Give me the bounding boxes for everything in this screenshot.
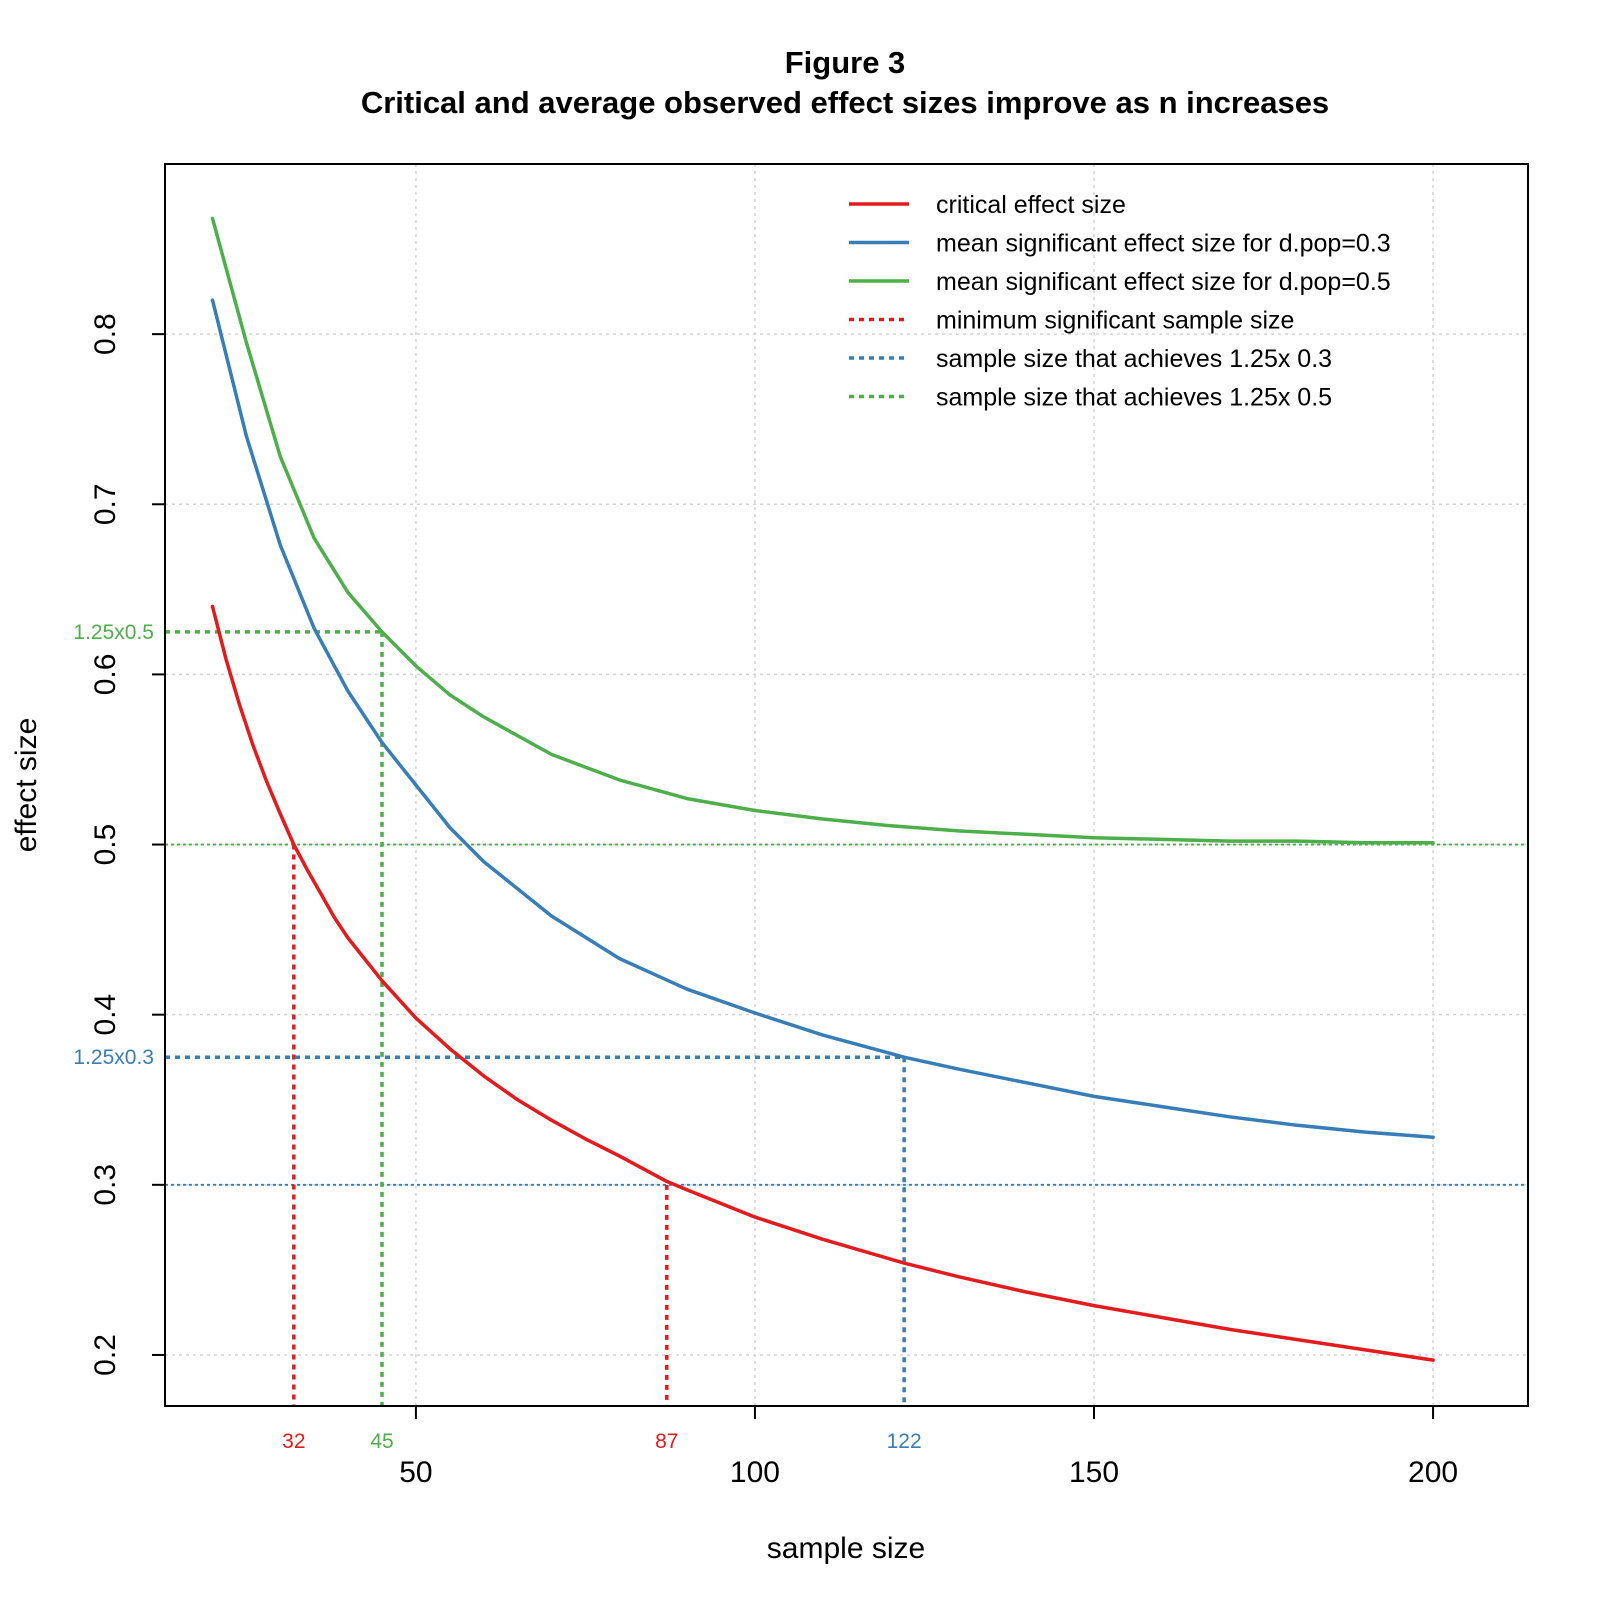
x-marker-label-122: 122 bbox=[887, 1430, 922, 1453]
chart-subtitle: Critical and average observed effect siz… bbox=[361, 85, 1329, 120]
legend-label-4: minimum significant sample size bbox=[936, 307, 1294, 335]
series-line-3 bbox=[210, 216, 1435, 845]
reference-lines: 32 87 1.25x0.3 122 1.25x0.5 45 bbox=[73, 621, 921, 1453]
x-marker-label-87: 87 bbox=[655, 1430, 678, 1453]
chart-title: Figure 3 bbox=[785, 45, 906, 80]
legend: critical effect size mean significant eff… bbox=[849, 191, 1391, 412]
y-marker-label-122: 1.25x0.3 bbox=[73, 1046, 154, 1069]
legend-label-3: mean significant effect size for d.pop=0… bbox=[936, 268, 1391, 296]
y-tick-label-0.3: 0.3 bbox=[89, 1164, 122, 1206]
legend-label-2: mean significant effect size for d.pop=0… bbox=[936, 230, 1391, 258]
series-line-1 bbox=[210, 604, 1435, 1362]
legend-label-6: sample size that achieves 1.25x 0.5 bbox=[936, 384, 1332, 412]
y-tick-label-0.5: 0.5 bbox=[89, 824, 122, 866]
x-tick-label-100: 100 bbox=[730, 1456, 780, 1489]
x-tick-label-50: 50 bbox=[399, 1456, 432, 1489]
y-tick-label-0.8: 0.8 bbox=[89, 313, 122, 355]
legend-label-5: sample size that achieves 1.25x 0.3 bbox=[936, 345, 1332, 373]
y-tick-label-0.7: 0.7 bbox=[89, 483, 122, 525]
x-tick-label-200: 200 bbox=[1408, 1456, 1458, 1489]
legend-label-1: critical effect size bbox=[936, 191, 1126, 219]
plot-frame bbox=[164, 163, 1529, 1407]
y-tick-label-0.6: 0.6 bbox=[89, 654, 122, 696]
y-tick-label-0.4: 0.4 bbox=[89, 994, 122, 1036]
series-lines bbox=[210, 216, 1435, 1362]
x-tick-label-150: 150 bbox=[1069, 1456, 1119, 1489]
x-axis-label: sample size bbox=[767, 1532, 925, 1565]
x-marker-label-45: 45 bbox=[370, 1430, 393, 1453]
y-tick-label-0.2: 0.2 bbox=[89, 1334, 122, 1376]
x-marker-label-32: 32 bbox=[282, 1430, 305, 1453]
y-marker-label-45: 1.25x0.5 bbox=[73, 621, 154, 644]
horizontal-reference-lines bbox=[165, 843, 1528, 1186]
axes: 50 100 150 200 0.2 0.3 0.4 0.5 0.6 0.7 0.8 bbox=[89, 313, 1458, 1489]
y-axis-label: effect size bbox=[10, 718, 43, 853]
series-line-2 bbox=[210, 298, 1435, 1139]
